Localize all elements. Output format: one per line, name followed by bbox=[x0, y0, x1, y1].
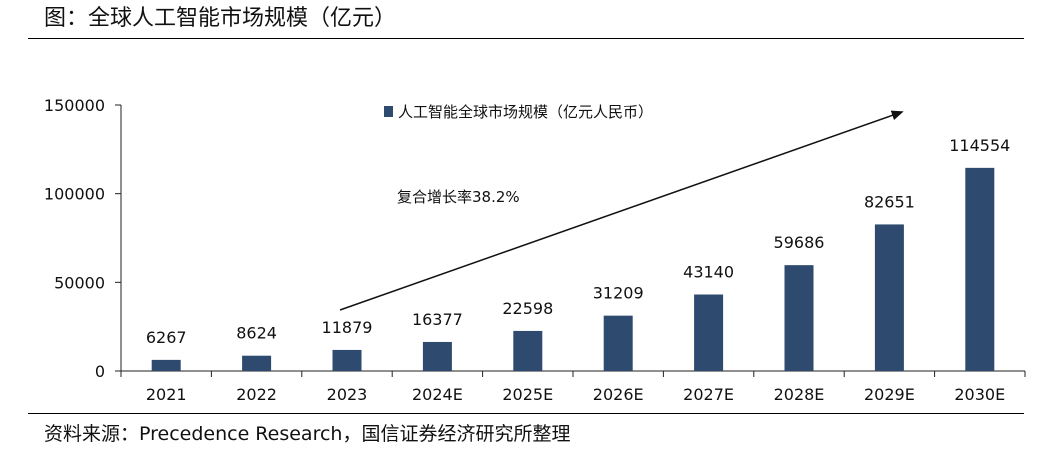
y-tick-label: 50000 bbox=[54, 273, 105, 292]
bar bbox=[513, 330, 543, 371]
data-label: 22598 bbox=[502, 299, 553, 318]
data-label: 114554 bbox=[949, 136, 1010, 155]
legend-swatch bbox=[384, 106, 393, 117]
x-tick-label: 2029E bbox=[864, 385, 915, 404]
y-tick-label: 0 bbox=[95, 362, 105, 381]
legend-label: 人工智能全球市场规模（亿元人民币） bbox=[398, 103, 653, 121]
data-label: 31209 bbox=[593, 284, 644, 303]
x-tick-label: 2023 bbox=[327, 385, 368, 404]
x-tick-label: 2022 bbox=[236, 385, 277, 404]
bottom-rule bbox=[28, 413, 1024, 414]
x-tick-label: 2025E bbox=[502, 385, 553, 404]
x-tick-label: 2024E bbox=[412, 385, 463, 404]
data-label: 82651 bbox=[864, 192, 915, 211]
bar bbox=[151, 359, 181, 371]
chart-annotation: 复合增长率38.2% bbox=[339, 110, 904, 311]
source-note: 资料来源：Precedence Research，国信证券经济研究所整理 bbox=[44, 423, 571, 445]
growth-arrow bbox=[339, 110, 904, 311]
bar bbox=[422, 341, 452, 371]
bar bbox=[603, 315, 633, 371]
data-label: 11879 bbox=[322, 318, 373, 337]
chart-axes: 0 50000 100000 150000 2021 2022 2023 2024E 2025E… bbox=[44, 96, 1026, 404]
bar bbox=[694, 294, 724, 371]
x-tick-label: 2028E bbox=[774, 385, 825, 404]
chart-data-labels: 6267 8624 11879 16377 22598 31209 43140 59686 82… bbox=[146, 136, 1010, 347]
data-label: 16377 bbox=[412, 310, 463, 329]
top-rule bbox=[28, 38, 1024, 39]
chart-bars bbox=[151, 167, 995, 371]
x-tick-label: 2027E bbox=[683, 385, 734, 404]
chart-legend: 人工智能全球市场规模（亿元人民币） bbox=[384, 103, 653, 121]
growth-rate-label: 复合增长率38.2% bbox=[397, 188, 520, 206]
x-tick-label: 2030E bbox=[954, 385, 1005, 404]
x-tick-label: 2021 bbox=[146, 385, 187, 404]
y-tick-label: 150000 bbox=[44, 96, 105, 115]
bar bbox=[784, 265, 814, 371]
data-label: 8624 bbox=[236, 324, 277, 343]
figure-title: 图：全球人工智能市场规模（亿元） bbox=[44, 6, 397, 31]
y-tick-label: 100000 bbox=[44, 185, 105, 204]
x-tick-label: 2026E bbox=[593, 385, 644, 404]
bar bbox=[242, 355, 272, 371]
data-label: 59686 bbox=[774, 233, 825, 252]
data-label: 43140 bbox=[683, 262, 734, 281]
data-label: 6267 bbox=[146, 328, 187, 347]
bar bbox=[874, 224, 904, 371]
bar bbox=[332, 349, 362, 371]
bar bbox=[965, 167, 995, 371]
